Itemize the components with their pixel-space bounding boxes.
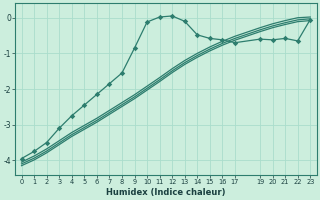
X-axis label: Humidex (Indice chaleur): Humidex (Indice chaleur) xyxy=(106,188,226,197)
